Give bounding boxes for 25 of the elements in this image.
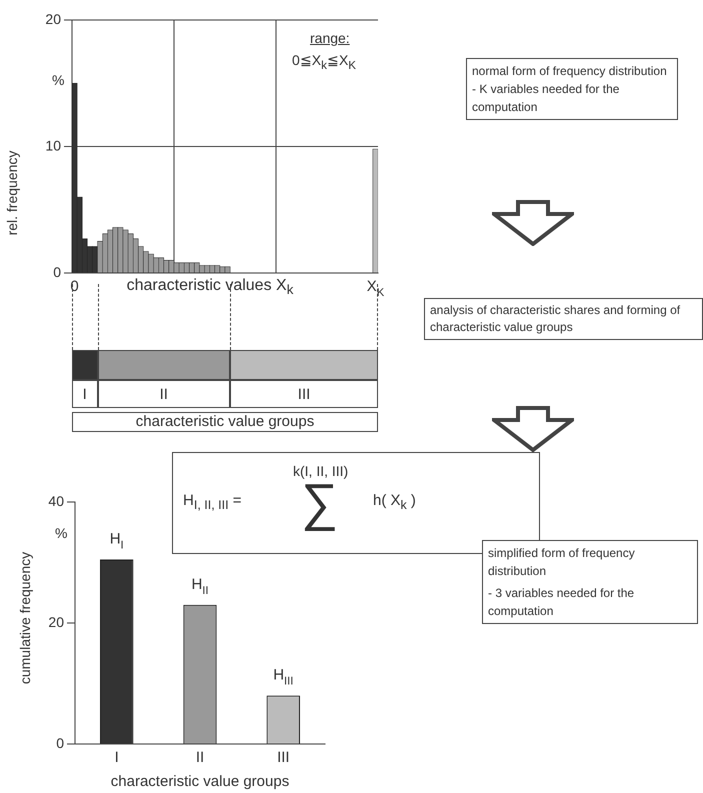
x-tick-label: II — [196, 749, 204, 766]
y-tick-label: 20 — [48, 614, 64, 630]
y-tick-label: 0 — [53, 264, 62, 280]
y-tick-label: 40 — [48, 492, 64, 509]
annotation: H$_{I, II, III}$ = — [183, 492, 242, 513]
text: % — [55, 525, 68, 541]
text: characteristic value groups — [72, 412, 378, 432]
text: - K variables needed for the computation — [472, 81, 620, 116]
y-axis-title: cumulative frequency — [17, 550, 33, 686]
y-tick-label: 0 — [56, 734, 64, 751]
x-tick-label: I — [114, 749, 119, 766]
annotation: 0≦X$_{k}$≦X$_{K}$ — [292, 52, 356, 74]
text: normal form of frequency distribution — [472, 63, 668, 80]
text: analysis of characteristic shares and forming of characteristic value groups — [424, 298, 703, 340]
text: % — [52, 72, 64, 88]
text: simplified form of frequency distribution — [488, 545, 636, 580]
y-tick-label: 20 — [45, 10, 62, 27]
annotation: range: — [310, 30, 350, 46]
x-tick-label: III — [277, 749, 290, 766]
x-axis-title: characteristic values X$_{k}$ — [126, 277, 294, 298]
x-axis-title: characteristic value groups — [110, 773, 290, 790]
y-axis-title: rel. frequency — [4, 150, 20, 238]
text: - 3 variables needed for the computation — [488, 585, 636, 620]
text: h( X$_{k}$ ) — [373, 492, 416, 513]
y-tick-label: 10 — [45, 137, 62, 154]
